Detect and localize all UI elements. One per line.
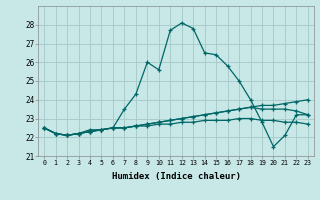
X-axis label: Humidex (Indice chaleur): Humidex (Indice chaleur) [111, 172, 241, 181]
